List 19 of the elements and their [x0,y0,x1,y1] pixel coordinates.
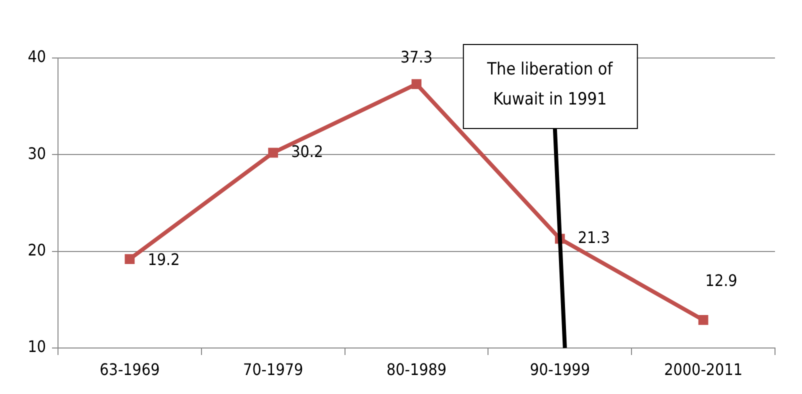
data-label: 37.3 [400,47,433,66]
data-label: 21.3 [578,228,610,247]
data-label: 12.9 [705,271,738,290]
x-tick-label: 2000-2011 [664,360,743,379]
data-label: 30.2 [291,142,324,161]
x-tick-label: 70-1979 [243,360,304,379]
annotation: The liberation of Kuwait in 1991 [486,59,614,110]
y-tick-label: 40 [28,47,46,66]
point [412,79,422,90]
y-tick-label: 10 [28,337,46,356]
point [698,315,708,325]
x-tick-label: 63-1969 [100,360,160,379]
y-tick-label: 30 [28,144,46,163]
x-tick-label: 90-1999 [530,360,590,379]
y-tick-label: 20 [28,240,46,260]
x-tick-label: 80-1989 [386,360,447,379]
point [124,254,135,264]
point [268,148,278,158]
data-label: 19.2 [148,250,180,270]
